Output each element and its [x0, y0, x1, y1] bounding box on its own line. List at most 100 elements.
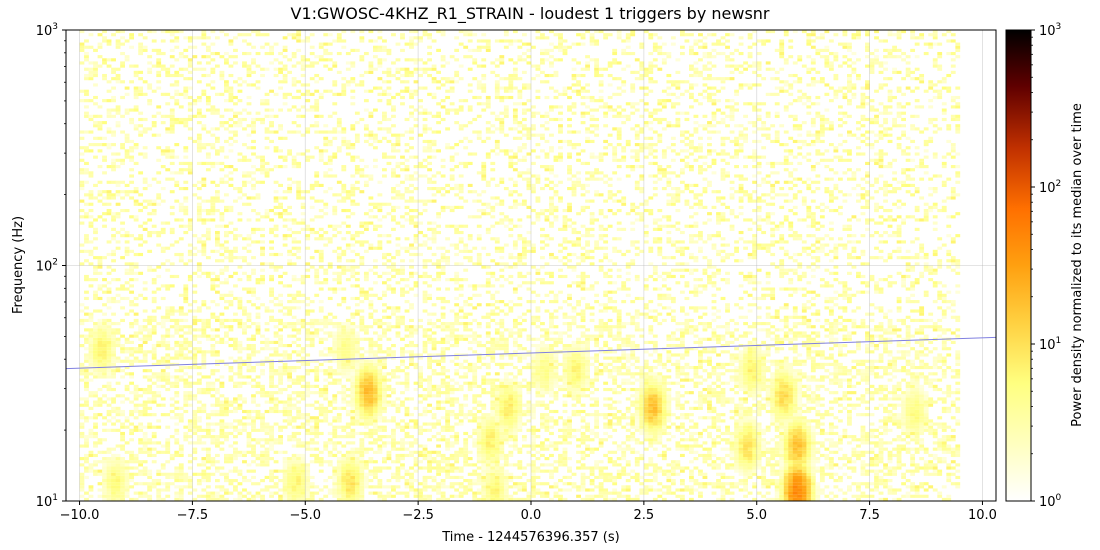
heatmap-cell [445, 394, 451, 398]
heatmap-cell [828, 362, 834, 366]
heatmap-cell [178, 369, 184, 373]
heatmap-cell [643, 491, 649, 495]
heatmap-cell [269, 397, 274, 401]
heatmap-cell [219, 431, 225, 436]
heatmap-cell [481, 491, 487, 495]
heatmap-cell [187, 365, 193, 370]
heatmap-cell [594, 419, 600, 423]
heatmap-cell [499, 425, 505, 429]
heatmap-cell [860, 428, 866, 432]
heatmap-cell [544, 365, 550, 370]
heatmap-cell [792, 447, 798, 451]
heatmap-cell [133, 482, 139, 486]
heatmap-cell [792, 362, 798, 366]
heatmap-cell [84, 387, 89, 392]
heatmap-cell [147, 494, 153, 498]
heatmap-cell [531, 406, 536, 410]
heatmap-cell [535, 403, 541, 407]
heatmap-cell [743, 378, 748, 382]
heatmap-cell [129, 450, 135, 454]
heatmap-cell [93, 460, 98, 464]
heatmap-cell [359, 431, 365, 436]
heatmap-cell [702, 475, 708, 480]
heatmap-cell [111, 475, 116, 480]
heatmap-cell [955, 447, 961, 451]
heatmap-cell [111, 488, 116, 492]
heatmap-cell [305, 482, 311, 486]
heatmap-cell [679, 444, 685, 448]
heatmap-cell [84, 466, 89, 470]
heatmap-cell [440, 479, 446, 483]
heatmap-cell [950, 482, 956, 486]
heatmap-cell [503, 416, 509, 420]
heatmap-cell [97, 441, 103, 445]
heatmap-cell [562, 372, 568, 376]
heatmap-cell [102, 488, 107, 492]
heatmap-cell [291, 479, 297, 483]
heatmap-cell [756, 475, 762, 480]
heatmap-cell [531, 488, 536, 492]
heatmap-cell [372, 369, 378, 373]
heatmap-cell [851, 460, 857, 464]
heatmap-cell [869, 384, 875, 388]
heatmap-cell [350, 441, 356, 445]
heatmap-cell [576, 488, 581, 492]
heatmap-cell [341, 460, 347, 464]
heatmap-cell [512, 375, 518, 379]
heatmap-cell [725, 397, 730, 401]
heatmap-cell [260, 362, 265, 366]
heatmap-cell [892, 466, 897, 470]
heatmap-cell [774, 485, 780, 489]
heatmap-cell [770, 384, 776, 388]
heatmap-cell [580, 497, 586, 501]
heatmap-cell [779, 400, 785, 404]
heatmap-cell [88, 428, 94, 432]
heatmap-cell [165, 413, 171, 417]
heatmap-cell [93, 453, 98, 458]
heatmap-cell [264, 463, 270, 467]
heatmap-cell [400, 463, 405, 467]
heatmap-cell [874, 457, 879, 461]
heatmap-cell [856, 397, 861, 401]
heatmap-cell [201, 469, 207, 473]
heatmap-cell [269, 425, 274, 429]
heatmap-cell [309, 460, 315, 464]
heatmap-cell [865, 494, 870, 498]
heatmap-cell [418, 381, 423, 385]
heatmap-cell [923, 375, 929, 379]
heatmap-cell [603, 381, 609, 385]
heatmap-cell [585, 425, 590, 429]
heatmap-cell [156, 491, 162, 495]
heatmap-cell [327, 372, 333, 376]
heatmap-cell [120, 435, 125, 439]
heatmap-cell [928, 384, 934, 388]
heatmap-cell [937, 397, 943, 401]
heatmap-cell [260, 372, 265, 376]
heatmap-cell [413, 387, 419, 392]
heatmap-cell [847, 488, 852, 492]
heatmap-cell [508, 479, 514, 483]
heatmap-cell [752, 441, 758, 445]
heatmap-cell [643, 362, 649, 366]
heatmap-cell [580, 463, 586, 467]
heatmap-cell [485, 447, 491, 451]
heatmap-cell [124, 387, 130, 392]
heatmap-cell [187, 394, 193, 398]
heatmap-cell [372, 409, 378, 414]
heatmap-cell [93, 362, 98, 366]
heatmap-cell [291, 472, 297, 476]
heatmap-cell [368, 469, 374, 473]
heatmap-cell [765, 428, 771, 432]
heatmap-cell [892, 362, 897, 366]
heatmap-cell [806, 469, 812, 473]
heatmap-cell [287, 403, 293, 407]
heatmap-cell [946, 391, 952, 395]
heatmap-cell [269, 435, 274, 439]
heatmap-cell [517, 485, 523, 489]
heatmap-cell [752, 457, 758, 461]
heatmap-cell [833, 485, 839, 489]
heatmap-cell [138, 472, 144, 476]
heatmap-cell [571, 482, 577, 486]
heatmap-cell [255, 409, 261, 414]
heatmap-cell [508, 463, 514, 467]
